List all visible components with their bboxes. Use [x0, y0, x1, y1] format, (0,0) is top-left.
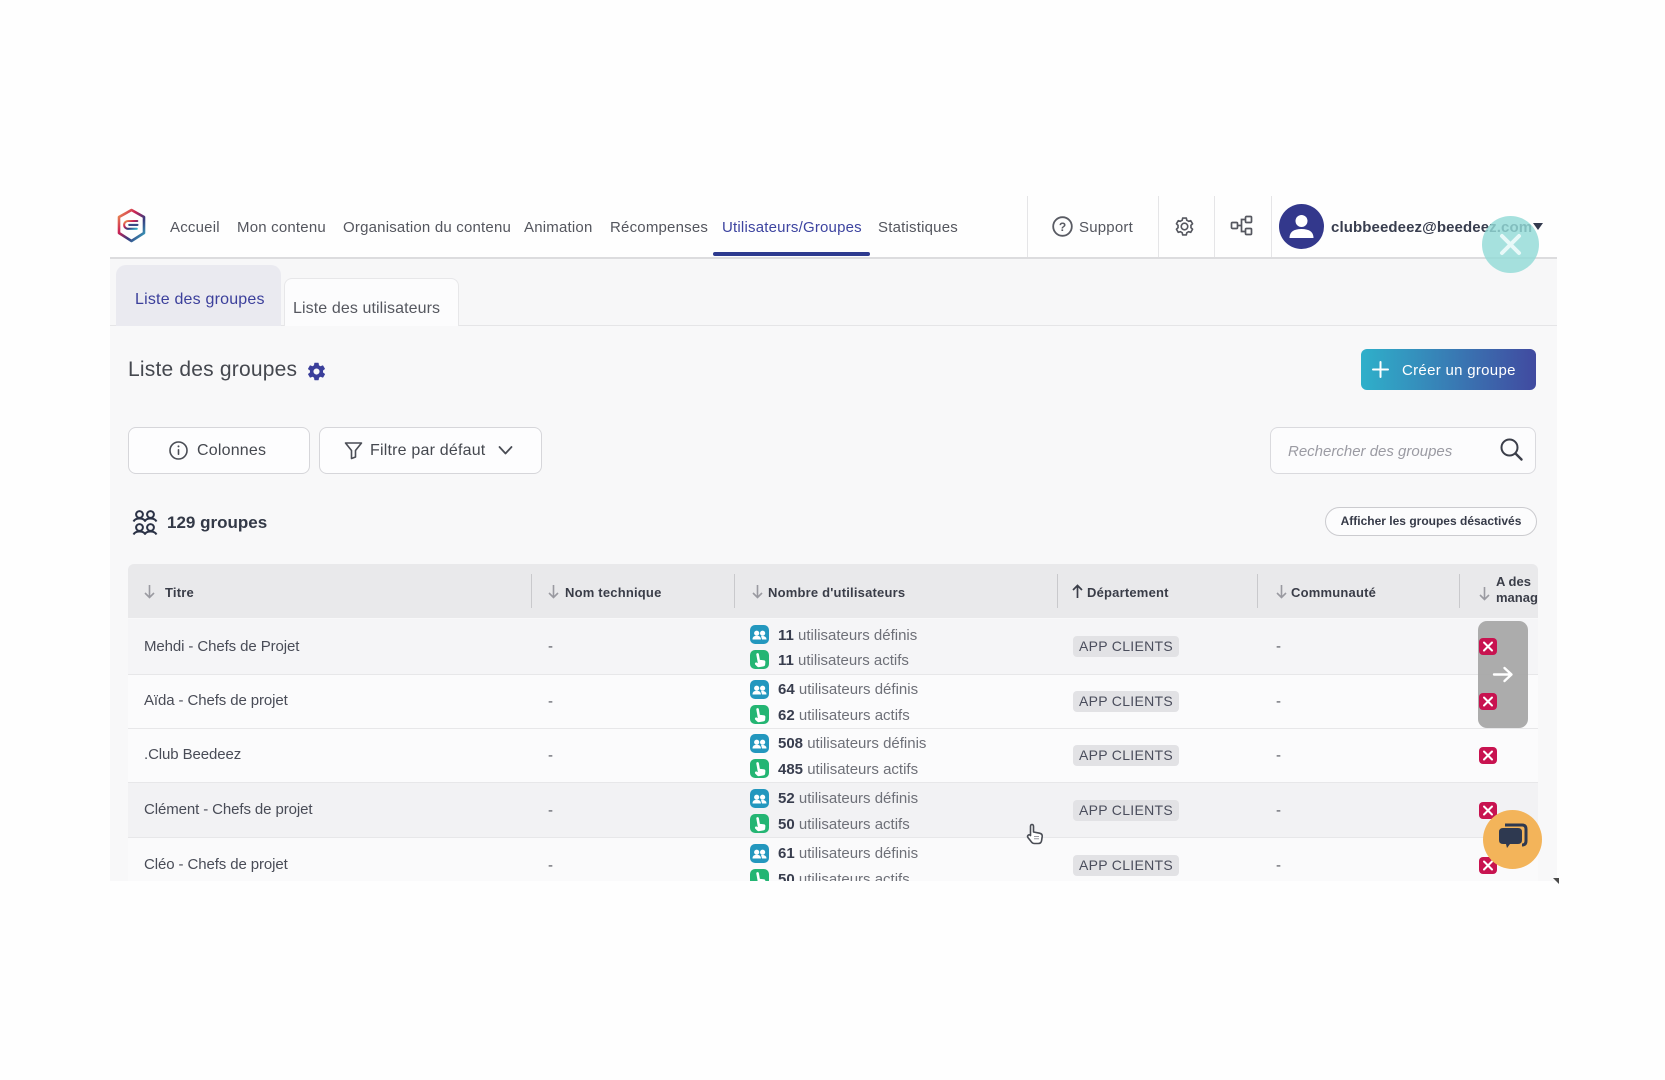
svg-text:?: ?	[1059, 220, 1066, 234]
